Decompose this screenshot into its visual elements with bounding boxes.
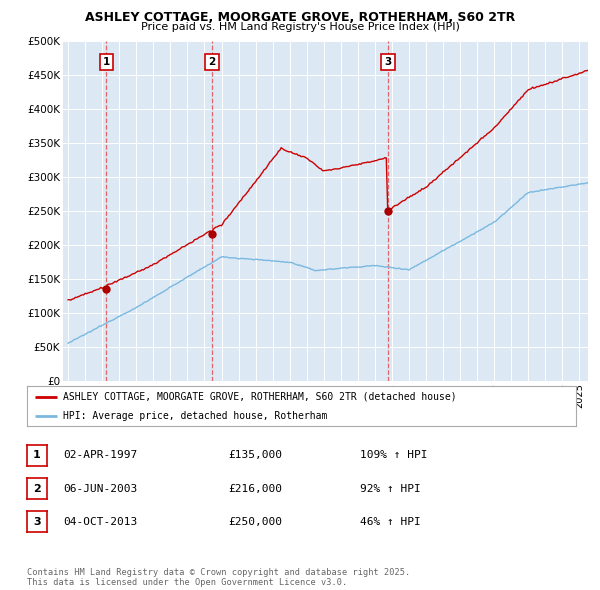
Text: £250,000: £250,000 [228, 517, 282, 526]
Text: 02-APR-1997: 02-APR-1997 [63, 451, 137, 460]
Text: 92% ↑ HPI: 92% ↑ HPI [360, 484, 421, 493]
Text: 109% ↑ HPI: 109% ↑ HPI [360, 451, 427, 460]
Text: 2: 2 [208, 57, 215, 67]
Text: 2: 2 [33, 484, 41, 493]
Text: 46% ↑ HPI: 46% ↑ HPI [360, 517, 421, 526]
Text: 3: 3 [33, 517, 41, 526]
Text: £135,000: £135,000 [228, 451, 282, 460]
Text: £216,000: £216,000 [228, 484, 282, 493]
Text: 3: 3 [384, 57, 392, 67]
Text: ASHLEY COTTAGE, MOORGATE GROVE, ROTHERHAM, S60 2TR: ASHLEY COTTAGE, MOORGATE GROVE, ROTHERHA… [85, 11, 515, 24]
Text: 04-OCT-2013: 04-OCT-2013 [63, 517, 137, 526]
Text: 1: 1 [103, 57, 110, 67]
Text: Price paid vs. HM Land Registry's House Price Index (HPI): Price paid vs. HM Land Registry's House … [140, 22, 460, 32]
Text: Contains HM Land Registry data © Crown copyright and database right 2025.
This d: Contains HM Land Registry data © Crown c… [27, 568, 410, 587]
Text: ASHLEY COTTAGE, MOORGATE GROVE, ROTHERHAM, S60 2TR (detached house): ASHLEY COTTAGE, MOORGATE GROVE, ROTHERHA… [62, 392, 457, 402]
Text: 1: 1 [33, 451, 41, 460]
Text: 06-JUN-2003: 06-JUN-2003 [63, 484, 137, 493]
Text: HPI: Average price, detached house, Rotherham: HPI: Average price, detached house, Roth… [62, 411, 327, 421]
